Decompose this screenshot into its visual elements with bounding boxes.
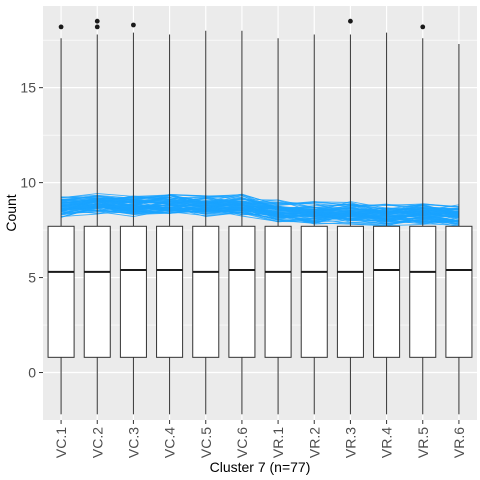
box-body <box>83 225 111 358</box>
box-vc-1 <box>47 24 75 415</box>
x-tick-label: VR.2 <box>306 427 322 458</box>
y-tick-label: 15 <box>20 80 36 96</box>
x-tick-label: VC.2 <box>89 427 105 458</box>
boxes <box>47 18 473 415</box>
profile-line <box>61 201 460 223</box>
outlier-point <box>94 24 100 30</box>
box-body <box>264 225 292 358</box>
box-vc-5 <box>192 30 220 415</box>
box-vr-2 <box>300 34 328 415</box>
outlier-point <box>131 22 136 28</box>
outlier-point <box>94 18 100 24</box>
box-body <box>336 225 364 358</box>
box-vr-4 <box>373 32 401 415</box>
box-body <box>156 225 184 358</box>
outlier-point <box>420 24 426 30</box>
x-tick-label: VC.3 <box>125 427 141 458</box>
profile-lines <box>60 193 460 228</box>
x-tick-label: VC.6 <box>234 427 250 458</box>
profile-line <box>61 205 459 224</box>
y-axis: 0 5 10 15 <box>20 80 43 381</box>
y-axis-title: Count <box>3 194 19 231</box>
box-body <box>228 225 256 358</box>
x-tick-label: VC.4 <box>162 427 178 458</box>
box-vr-1 <box>264 38 292 415</box>
profile-line <box>61 199 459 219</box>
x-axis: VC.1 VC.2 VC.3 VC.4 VC.5 VC.6 VR.1 VR.2 VR.3 VR.4… <box>53 420 467 458</box>
box-body <box>47 225 75 358</box>
y-tick-label: 0 <box>28 365 36 381</box>
profile-line <box>61 197 459 212</box>
y-tick-label: 10 <box>20 175 36 191</box>
x-axis-title: Cluster 7 (n=77) <box>210 459 311 475</box>
outlier-point <box>58 24 64 30</box>
box-vr-5 <box>409 24 437 415</box>
box-vc-4 <box>156 34 184 415</box>
x-tick-label: VC.5 <box>198 427 214 458</box>
box-body <box>373 225 401 358</box>
x-tick-label: VC.1 <box>53 427 69 458</box>
x-tick-label: VR.1 <box>270 427 286 458</box>
x-tick-label: VR.6 <box>451 427 467 458</box>
box-body <box>409 225 437 358</box>
x-tick-label: VR.5 <box>415 427 431 458</box>
box-body <box>445 225 473 358</box>
box-vr-6 <box>445 43 473 415</box>
box-body <box>300 225 328 358</box>
profile-line <box>61 197 459 216</box>
x-tick-label: VR.3 <box>342 427 358 458</box>
box-vc-6 <box>228 30 256 415</box>
box-vc-2 <box>83 18 111 415</box>
profile-line <box>61 193 459 215</box>
profile-line <box>61 206 459 225</box>
x-tick-label: VR.4 <box>379 427 395 458</box>
y-tick-label: 5 <box>28 270 36 286</box>
profile-line <box>61 203 459 221</box>
box-body <box>119 225 147 358</box>
outlier-point <box>348 18 353 24</box>
box-vr-3 <box>336 18 364 415</box>
box-body <box>192 225 220 358</box>
box-vc-3 <box>119 22 147 415</box>
